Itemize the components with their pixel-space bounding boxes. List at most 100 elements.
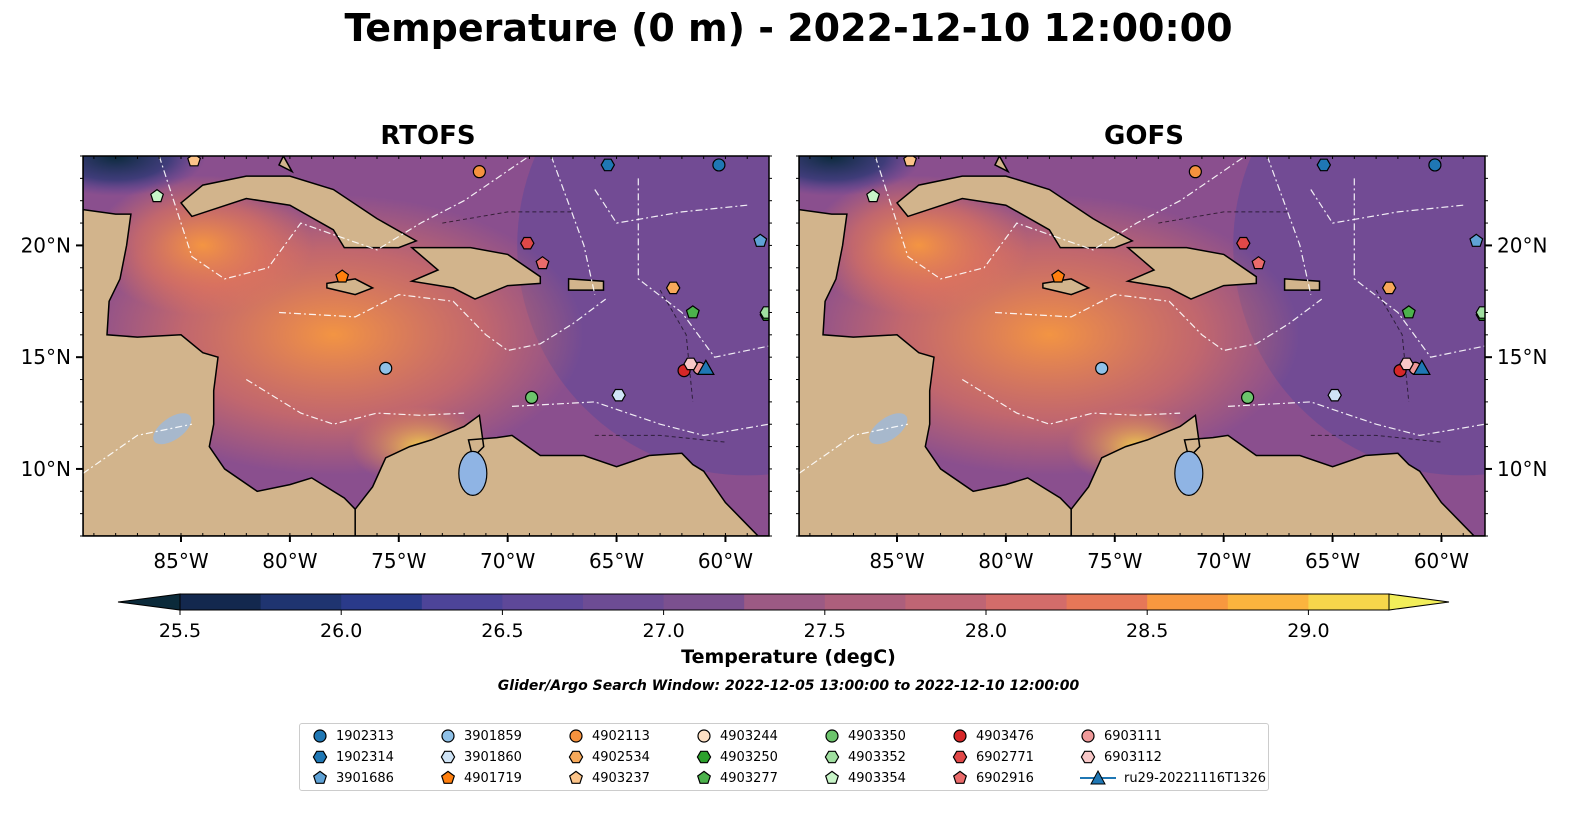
float-marker-3901860: [1327, 388, 1342, 402]
legend-item: ru29-20221116T1326: [1080, 768, 1266, 788]
legend-marker-6902916: [952, 770, 968, 784]
float-symbol: [312, 770, 328, 784]
legend-label: 6902916: [976, 770, 1034, 786]
yucatan-warm-zone: [808, 175, 1029, 316]
y-tick-label: 20°N: [21, 233, 71, 257]
atlantic-cool-zone: [1233, 156, 1485, 476]
legend-marker-6903111: [1081, 729, 1095, 743]
colorbar-bin: [180, 594, 262, 610]
colorbar-bin: [824, 594, 906, 610]
float-marker-4903354: [866, 188, 881, 203]
legend-marker-4901719: [440, 770, 456, 784]
lake-maracaibo: [1174, 450, 1204, 497]
colorbar-extend-high: [1388, 593, 1450, 611]
cuba-land: [895, 175, 1134, 249]
eez-boundary: [637, 178, 769, 358]
legend-marker-1902313: [313, 729, 327, 743]
legend-label: 1902313: [336, 728, 394, 744]
float-symbol: [952, 770, 968, 784]
x-tick-label: 70°W: [480, 549, 535, 573]
legend-item: 4903350: [824, 726, 906, 746]
y-tick-label: 15°N: [1497, 345, 1547, 369]
eez-boundary: [278, 293, 607, 352]
colorbar-bin: [341, 594, 423, 610]
puerto-rico-land: [567, 278, 605, 291]
legend-marker-4903352: [824, 750, 840, 764]
legend-label: 6903112: [1104, 749, 1162, 765]
float-marker-4903277: [1401, 305, 1416, 319]
legend-label: 4903354: [848, 770, 906, 786]
float-marker-4901719: [335, 269, 350, 283]
legend-item: 3901860: [440, 747, 522, 767]
x-tick-label: 70°W: [1196, 549, 1251, 573]
legend-item: 6903112: [1080, 747, 1162, 767]
colorbar-bin: [1147, 594, 1229, 610]
float-marker-1902313: [712, 158, 726, 172]
legend-item: 4901719: [440, 768, 522, 788]
isobath-contour: [659, 289, 694, 402]
eez-boundary: [83, 423, 193, 474]
eez-boundary: [1353, 178, 1485, 358]
float-marker-4902113: [472, 165, 486, 179]
legend-label: 6903111: [1104, 728, 1162, 744]
glider-position-marker: [696, 359, 715, 375]
eez-boundary: [994, 293, 1323, 352]
legend-marker-4903277: [696, 770, 712, 784]
x-tick-label: 75°W: [1087, 549, 1142, 573]
colorbar-tick-label: 28.0: [964, 620, 1008, 642]
legend-item: 4903250: [696, 747, 778, 767]
float-symbol: [569, 729, 583, 743]
map-frame: [82, 155, 770, 537]
rtofs-panel-title: RTOFS: [380, 121, 476, 151]
float-marker-4903237: [903, 156, 918, 167]
colorbar-bin: [1066, 594, 1148, 610]
legend-item: 4902113: [568, 726, 650, 746]
legend-item: 4903352: [824, 747, 906, 767]
legend-label: 4903352: [848, 749, 906, 765]
colorbar-bin: [583, 594, 665, 610]
y-tick-label: 10°N: [1497, 457, 1547, 481]
colorbar-bin: [744, 594, 826, 610]
colorbar-label: Temperature (degC): [681, 646, 896, 668]
gulf-cool-spot: [799, 156, 922, 196]
legend-marker-3901860: [440, 750, 456, 764]
float-symbol: [952, 750, 968, 764]
legend-label: 4901719: [464, 770, 522, 786]
float-marker-4901719: [1051, 269, 1066, 283]
eez-boundary: [799, 423, 909, 474]
legend-label: 4903244: [720, 728, 778, 744]
float-symbol: [824, 750, 840, 764]
colorbar-bin: [1227, 594, 1309, 610]
rtofs-map: 85°W 80°W 75°W 70°W 65°W 60°W 20°N 15°N 10°N: [21, 155, 772, 573]
search-window-caption: Glider/Argo Search Window: 2022-12-05 13…: [497, 678, 1080, 694]
bahamas-land: [993, 156, 1010, 174]
legend-label: 4902113: [592, 728, 650, 744]
float-marker-3901686: [753, 233, 768, 247]
float-marker-4902534: [665, 281, 681, 295]
colorbar-tick-label: 28.5: [1126, 620, 1169, 642]
float-marker-1902314: [1316, 158, 1332, 172]
colorbar-bin: [260, 594, 342, 610]
float-symbol: [313, 729, 327, 743]
legend-marker-4902113: [569, 729, 583, 743]
y-tick-label: 20°N: [1497, 233, 1547, 257]
legend-marker-4903350: [825, 729, 839, 743]
x-tick-label: 85°W: [153, 549, 208, 573]
float-symbol: [697, 729, 711, 743]
central-america-land: [83, 156, 356, 536]
y-tick-label: 15°N: [21, 345, 71, 369]
gofs-panel-title: GOFS: [1104, 121, 1184, 151]
legend-marker-4903244: [697, 729, 711, 743]
float-symbol: [825, 729, 839, 743]
float-marker-4903350: [1241, 390, 1255, 405]
legend-label: 4903250: [720, 749, 778, 765]
south-america-land: [1070, 413, 1485, 536]
legend-item: 6903111: [1080, 726, 1162, 746]
legend-label: 6902771: [976, 749, 1034, 765]
x-tick-label: 65°W: [589, 549, 644, 573]
yucatan-warm-zone: [92, 175, 313, 316]
isobath-contour: [1310, 434, 1442, 443]
glider-position-marker: [1412, 359, 1431, 375]
float-symbol: [953, 729, 967, 743]
